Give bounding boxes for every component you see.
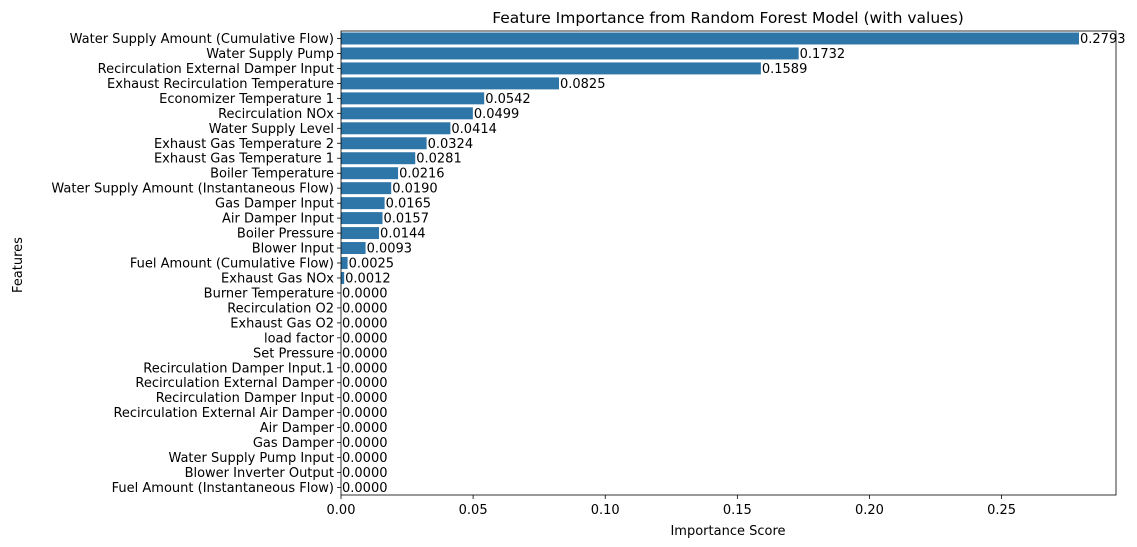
bars-layer — [341, 32, 1080, 284]
value-label: 0.0324 — [428, 137, 474, 152]
y-tick-label: Boiler Pressure — [237, 227, 334, 242]
value-label: 0.1589 — [762, 62, 808, 77]
value-label: 0.1732 — [800, 47, 846, 62]
x-tick-label: 0.25 — [987, 503, 1016, 518]
value-label: 0.0499 — [474, 107, 519, 122]
y-tick-label: load factor — [264, 331, 335, 346]
y-tick-label: Recirculation NOx — [218, 107, 334, 122]
value-label: 0.0000 — [342, 406, 388, 421]
bar — [341, 137, 427, 150]
plot-frame — [340, 30, 1117, 496]
value-label: 0.0216 — [399, 167, 445, 182]
y-tick-label: Water Supply Amount (Cumulative Flow) — [70, 32, 334, 47]
value-label: 0.0190 — [392, 182, 438, 197]
y-tick-label: Blower Input — [252, 242, 334, 257]
y-tick-label: Water Supply Pump — [206, 47, 334, 62]
value-label: 0.0000 — [342, 376, 388, 391]
y-tick-label: Blower Inverter Output — [185, 466, 334, 481]
value-label: 0.0093 — [367, 242, 413, 257]
chart-title: Feature Importance from Random Forest Mo… — [492, 9, 964, 27]
value-label: 0.0542 — [485, 92, 531, 107]
bar — [341, 62, 761, 75]
value-label: 0.0000 — [342, 286, 388, 301]
y-tick-label: Boiler Temperature — [210, 167, 334, 182]
bar — [341, 212, 383, 225]
y-tick-label: Fuel Amount (Instantaneous Flow) — [112, 481, 334, 496]
bar — [341, 77, 559, 90]
value-label: 0.0025 — [349, 257, 395, 272]
value-label: 0.0000 — [342, 466, 388, 481]
plot-border — [340, 30, 1117, 496]
bar — [341, 122, 451, 135]
y-tick-label: Recirculation External Air Damper — [113, 406, 334, 421]
x-tick-label: 0.10 — [591, 503, 620, 518]
y-tick-label: Recirculation External Damper — [135, 376, 334, 391]
y-tick-label: Economizer Temperature 1 — [159, 92, 334, 107]
value-label: 0.0012 — [345, 271, 391, 286]
value-label: 0.0281 — [416, 152, 462, 167]
y-tick-label: Burner Temperature — [204, 286, 334, 301]
value-label: 0.0000 — [342, 451, 388, 466]
y-tick-label: Water Supply Amount (Instantaneous Flow) — [51, 182, 334, 197]
y-tick-label: Gas Damper — [253, 436, 335, 451]
y-tick-label: Recirculation Damper Input — [156, 391, 334, 406]
bar — [341, 242, 366, 255]
value-label: 0.0000 — [342, 421, 388, 436]
x-axis: 0.00 0.05 0.10 0.15 0.20 0.25 — [327, 495, 1016, 518]
bar — [341, 32, 1080, 45]
y-tick-label: Exhaust Gas NOx — [221, 271, 334, 286]
y-tick-label: Fuel Amount (Cumulative Flow) — [130, 257, 334, 272]
bar — [341, 257, 348, 269]
value-label: 0.0000 — [342, 331, 388, 346]
value-label: 0.0000 — [342, 481, 388, 496]
value-label: 0.0000 — [342, 436, 388, 451]
bar — [341, 107, 473, 120]
y-tick-label: Exhaust Gas Temperature 1 — [154, 152, 334, 167]
y-tick-label: Water Supply Pump Input — [168, 451, 334, 466]
value-label: 0.0000 — [342, 361, 388, 376]
y-tick-label: Air Damper Input — [222, 212, 334, 227]
bar — [341, 197, 385, 210]
y-tick-label: Set Pressure — [253, 346, 334, 361]
y-tick-label: Water Supply Level — [209, 122, 334, 137]
value-label: 0.0000 — [342, 391, 388, 406]
bar — [341, 92, 485, 105]
value-label: 0.0000 — [342, 316, 388, 331]
y-tick-label: Recirculation Damper Input.1 — [143, 361, 334, 376]
bar — [341, 152, 416, 165]
y-tick-label: Air Damper — [260, 421, 335, 436]
x-tick-label: 0.15 — [723, 503, 752, 518]
y-tick-label: Exhaust Gas O2 — [230, 316, 334, 331]
y-tick-label: Recirculation O2 — [227, 301, 334, 316]
value-label: 0.0165 — [386, 197, 432, 212]
y-axis-label: Features — [11, 237, 26, 293]
x-axis-label: Importance Score — [670, 524, 785, 539]
value-label: 0.0000 — [342, 301, 388, 316]
x-tick-label: 0.00 — [327, 503, 356, 518]
bar — [341, 227, 380, 240]
value-label: 0.0000 — [342, 346, 388, 361]
value-label: 0.0144 — [380, 227, 426, 242]
bar — [341, 271, 345, 284]
bar — [341, 167, 399, 180]
bar — [341, 182, 392, 195]
value-label: 0.0414 — [451, 122, 497, 137]
y-tick-label: Exhaust Recirculation Temperature — [107, 77, 334, 92]
y-tick-label: Gas Damper Input — [215, 197, 334, 212]
y-axis: Water Supply Amount (Cumulative Flow)Wat… — [51, 32, 341, 496]
value-label: 0.0157 — [383, 212, 429, 227]
x-tick-label: 0.05 — [459, 503, 488, 518]
y-tick-label: Exhaust Gas Temperature 2 — [154, 137, 334, 152]
x-tick-label: 0.20 — [855, 503, 884, 518]
value-label: 0.0825 — [560, 77, 606, 92]
value-label: 0.2793 — [1080, 32, 1126, 47]
bar — [341, 47, 799, 60]
y-tick-label: Recirculation External Damper Input — [98, 62, 334, 77]
